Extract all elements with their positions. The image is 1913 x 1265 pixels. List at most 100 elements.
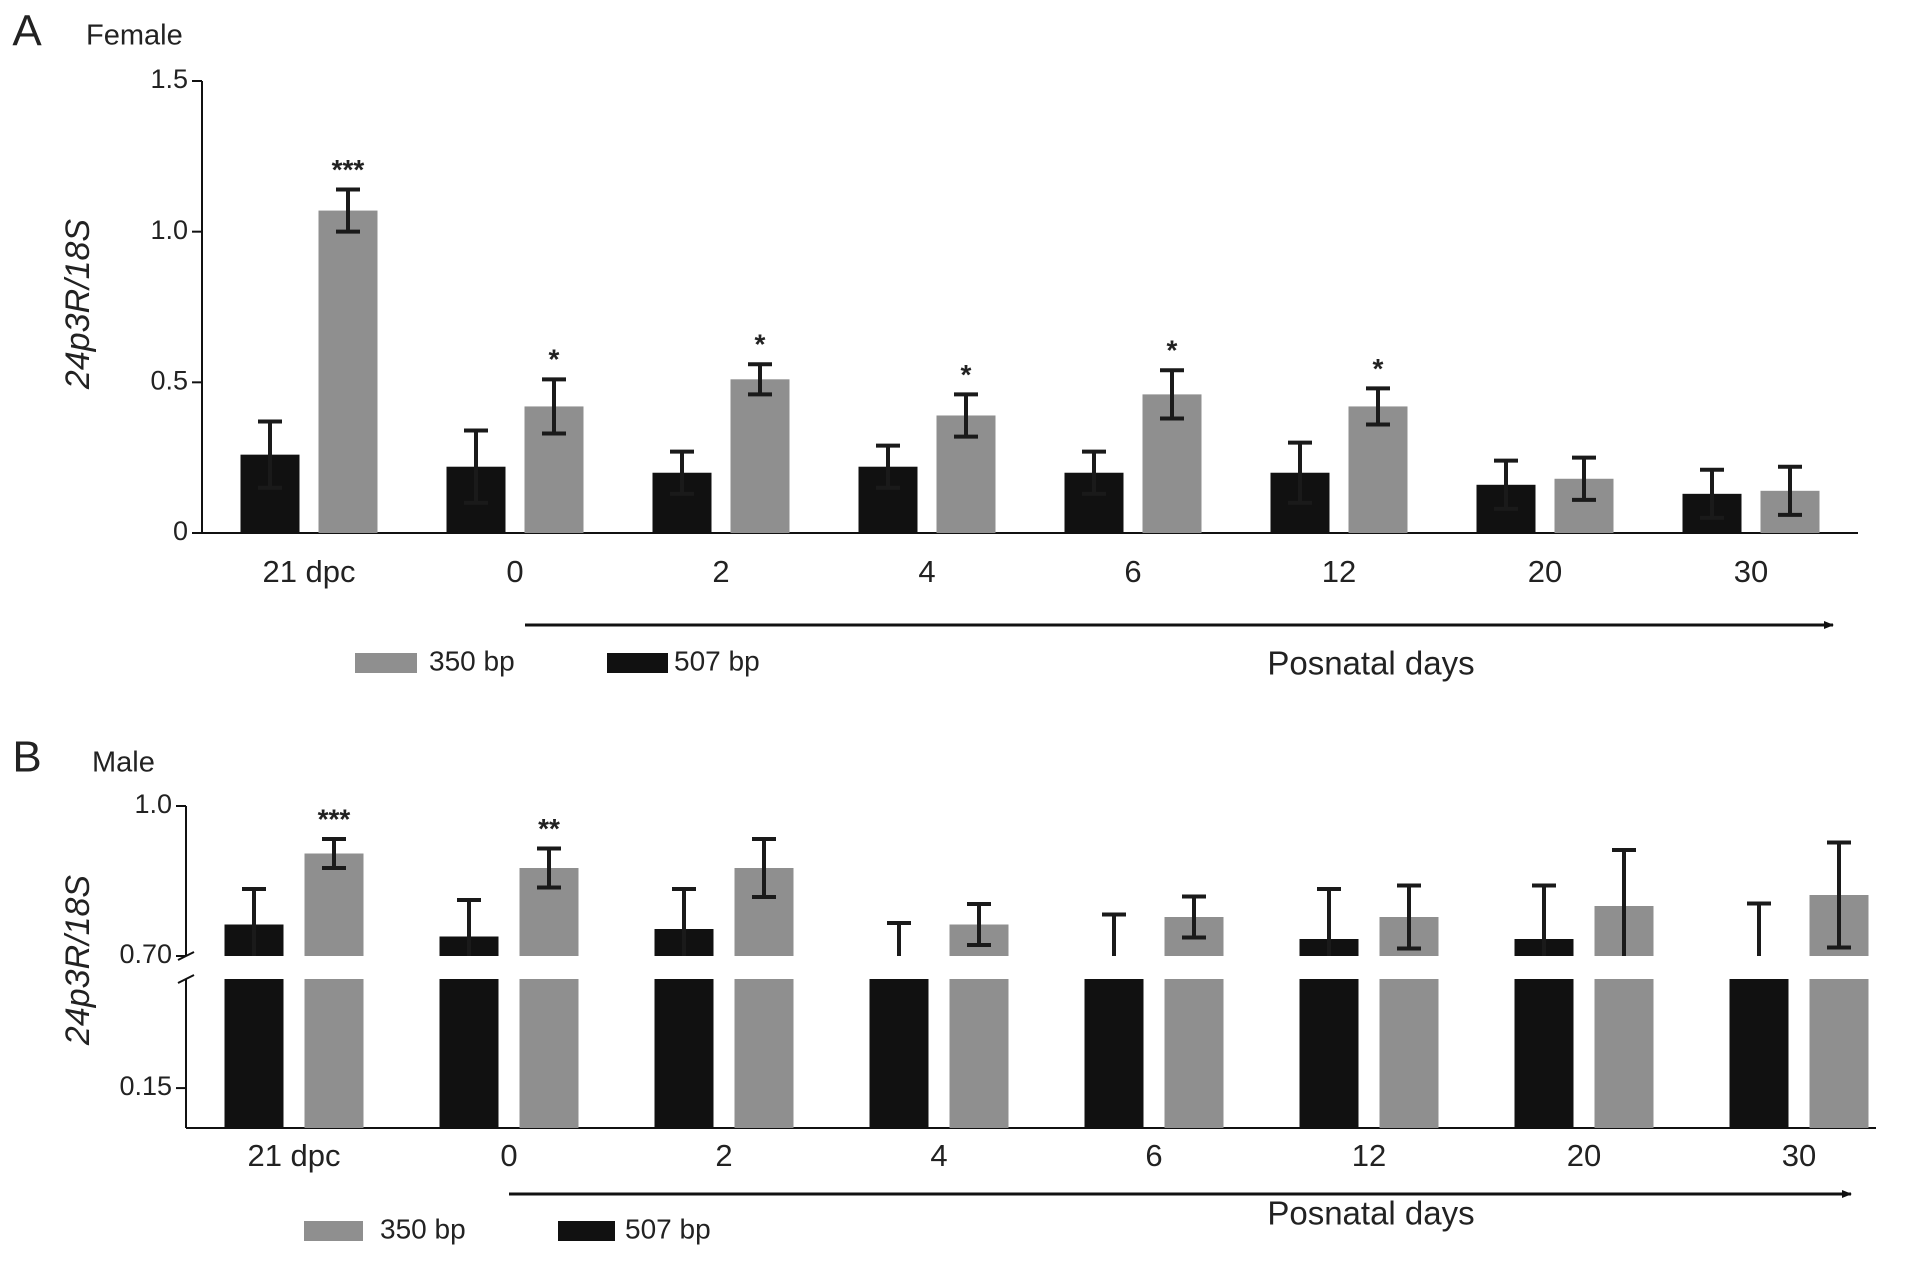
x-tick-label: 0 [500, 1138, 517, 1173]
significance-label: * [549, 344, 560, 375]
bar [1348, 406, 1408, 533]
error-bar [1160, 368, 1184, 421]
legend-label: 350 bp [429, 645, 515, 676]
legend-label: 507 bp [674, 645, 760, 676]
error-bar [1778, 464, 1802, 517]
x-tick-label: 21 dpc [262, 554, 355, 589]
bar [318, 210, 378, 533]
legend-swatch [304, 1221, 363, 1241]
bar-lower [1164, 979, 1224, 1128]
x-tick-label: 12 [1322, 554, 1356, 589]
y-tick-label: 0.5 [150, 365, 188, 395]
x-tick-label: 0 [506, 554, 523, 589]
bar-lower [519, 979, 579, 1128]
error-bar [1397, 883, 1421, 951]
y-tick-label: 0.15 [119, 1071, 172, 1101]
bar-lower [1594, 979, 1654, 1128]
panel-subtitle: Male [92, 747, 155, 779]
panel-subtitle: Female [86, 20, 183, 52]
error-bar [1572, 455, 1596, 502]
error-bar [752, 837, 776, 899]
bar-lower [654, 979, 714, 1128]
x-tick-label: 6 [1124, 554, 1141, 589]
x-tick-label: 2 [712, 554, 729, 589]
error-bar [1082, 449, 1106, 496]
bar-lower [1514, 979, 1574, 1128]
x-tick-label: 4 [918, 554, 935, 589]
bar-lower [1299, 979, 1359, 1128]
y-axis-title: 24p3R/18S [59, 875, 97, 1046]
x-tick-label: 21 dpc [247, 1138, 340, 1173]
bar-upper [304, 853, 364, 956]
error-bar [954, 392, 978, 439]
error-bar [457, 898, 481, 956]
y-axis-title: 24p3R/18S [59, 219, 97, 390]
error-bar [464, 428, 488, 505]
error-bar [1827, 840, 1851, 950]
significance-label: * [961, 359, 972, 390]
legend-swatch [607, 653, 668, 673]
x-tick-label: 4 [930, 1138, 947, 1173]
error-bar [1366, 386, 1390, 427]
error-bar [887, 921, 911, 956]
x-tick-label: 30 [1734, 554, 1768, 589]
bar-lower [869, 979, 929, 1128]
y-tick-label: 1.5 [150, 64, 188, 94]
panel: 0 0.5 1.0 1.5 A Female 24p3R/18S Posnatal days 2… [12, 7, 1858, 682]
error-bar [748, 362, 772, 397]
x-axis-title: Posnatal days [1267, 1195, 1474, 1232]
x-tick-label: 20 [1567, 1138, 1601, 1173]
bar-lower [224, 979, 284, 1128]
y-tick-label: 1.0 [134, 789, 172, 819]
bar-lower [1809, 979, 1869, 1128]
error-bar [1612, 848, 1636, 956]
x-tick-label: 20 [1528, 554, 1562, 589]
bar-lower [304, 979, 364, 1128]
error-bar [336, 187, 360, 234]
bar-lower [1729, 979, 1789, 1128]
y-tick-label: 0 [173, 516, 188, 546]
significance-label: *** [318, 803, 351, 834]
error-bar [1700, 467, 1724, 520]
error-bar [1182, 894, 1206, 940]
error-bar [670, 449, 694, 496]
bar-lower [1379, 979, 1439, 1128]
bar-lower [949, 979, 1009, 1128]
error-bar [876, 443, 900, 490]
x-tick-label: 2 [715, 1138, 732, 1173]
legend-label: 507 bp [625, 1213, 711, 1244]
bar-lower [734, 979, 794, 1128]
error-bar [1494, 458, 1518, 511]
x-tick-label: 12 [1352, 1138, 1386, 1173]
legend-swatch [558, 1221, 615, 1241]
error-bar [1288, 440, 1312, 505]
error-bar [242, 887, 266, 956]
panel-label: B [12, 733, 41, 782]
bar-lower [1084, 979, 1144, 1128]
legend-label: 350 bp [380, 1213, 466, 1244]
error-bar [1102, 912, 1126, 956]
x-tick-label: 30 [1782, 1138, 1816, 1173]
significance-label: *** [332, 154, 365, 185]
error-bar [1747, 901, 1771, 956]
legend-swatch [355, 653, 417, 673]
error-bar [542, 377, 566, 436]
significance-label: * [755, 329, 766, 360]
y-tick-label: 1.0 [150, 215, 188, 245]
y-tick-label: 0.70 [119, 939, 172, 969]
significance-label: * [1373, 353, 1384, 384]
x-axis-title: Posnatal days [1267, 645, 1474, 682]
panel-label: A [12, 7, 42, 56]
error-bar [1317, 887, 1341, 956]
significance-label: * [1167, 335, 1178, 366]
error-bar [967, 902, 991, 947]
error-bar [1532, 883, 1556, 956]
error-bar [672, 887, 696, 956]
error-bar [537, 846, 561, 890]
error-bar [258, 419, 282, 490]
bar [730, 379, 790, 533]
bar-lower [439, 979, 499, 1128]
significance-label: ** [538, 813, 560, 844]
